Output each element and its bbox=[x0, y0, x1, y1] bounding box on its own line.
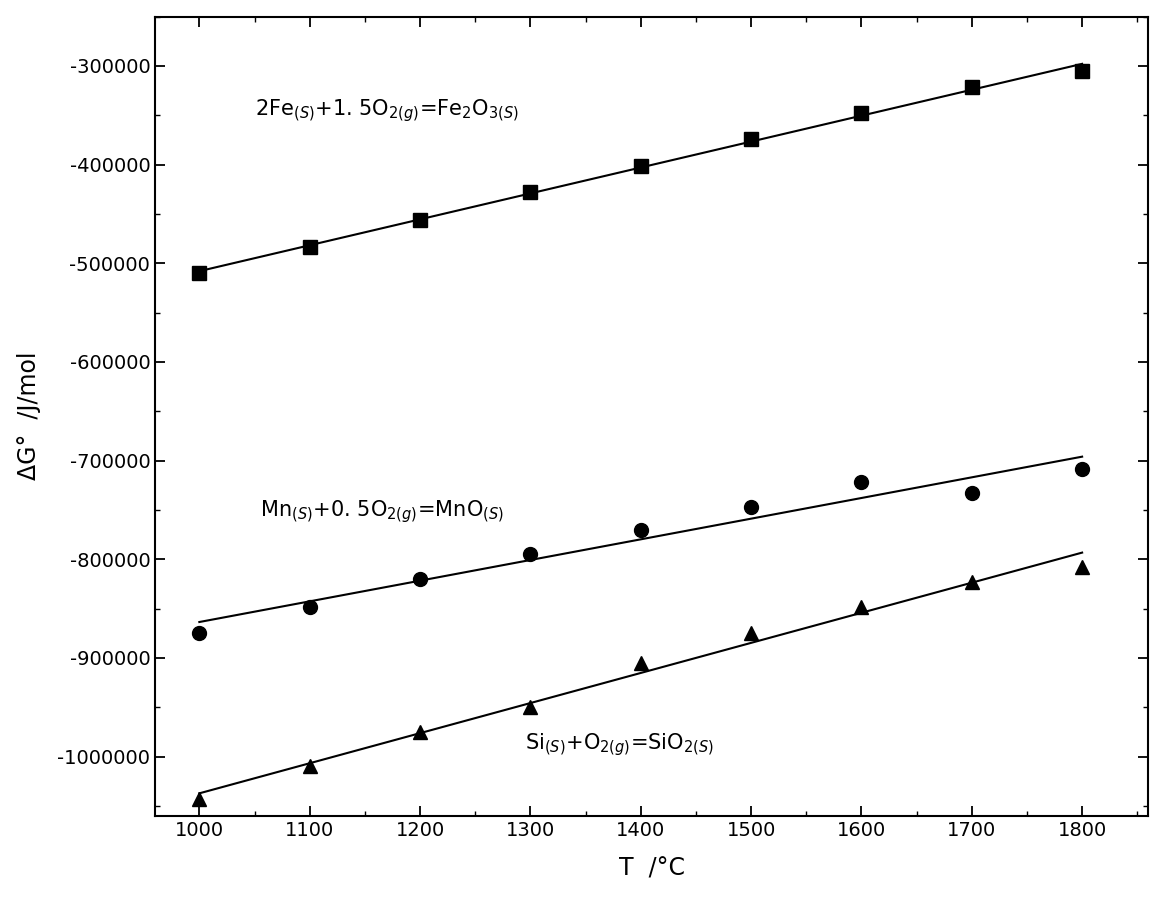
X-axis label: T  /°C: T /°C bbox=[619, 857, 685, 880]
Text: Si$_{(S)}$+O$_{2(g)}$=SiO$_{2(S)}$: Si$_{(S)}$+O$_{2(g)}$=SiO$_{2(S)}$ bbox=[525, 731, 714, 758]
Text: 2Fe$_{(S)}$+1. 5O$_{2(g)}$=Fe$_2$O$_{3(S)}$: 2Fe$_{(S)}$+1. 5O$_{2(g)}$=Fe$_2$O$_{3(S… bbox=[254, 97, 518, 124]
Text: Mn$_{(S)}$+0. 5O$_{2(g)}$=MnO$_{(S)}$: Mn$_{(S)}$+0. 5O$_{2(g)}$=MnO$_{(S)}$ bbox=[260, 499, 504, 526]
Y-axis label: ΔG°  /J/mol: ΔG° /J/mol bbox=[16, 352, 41, 481]
